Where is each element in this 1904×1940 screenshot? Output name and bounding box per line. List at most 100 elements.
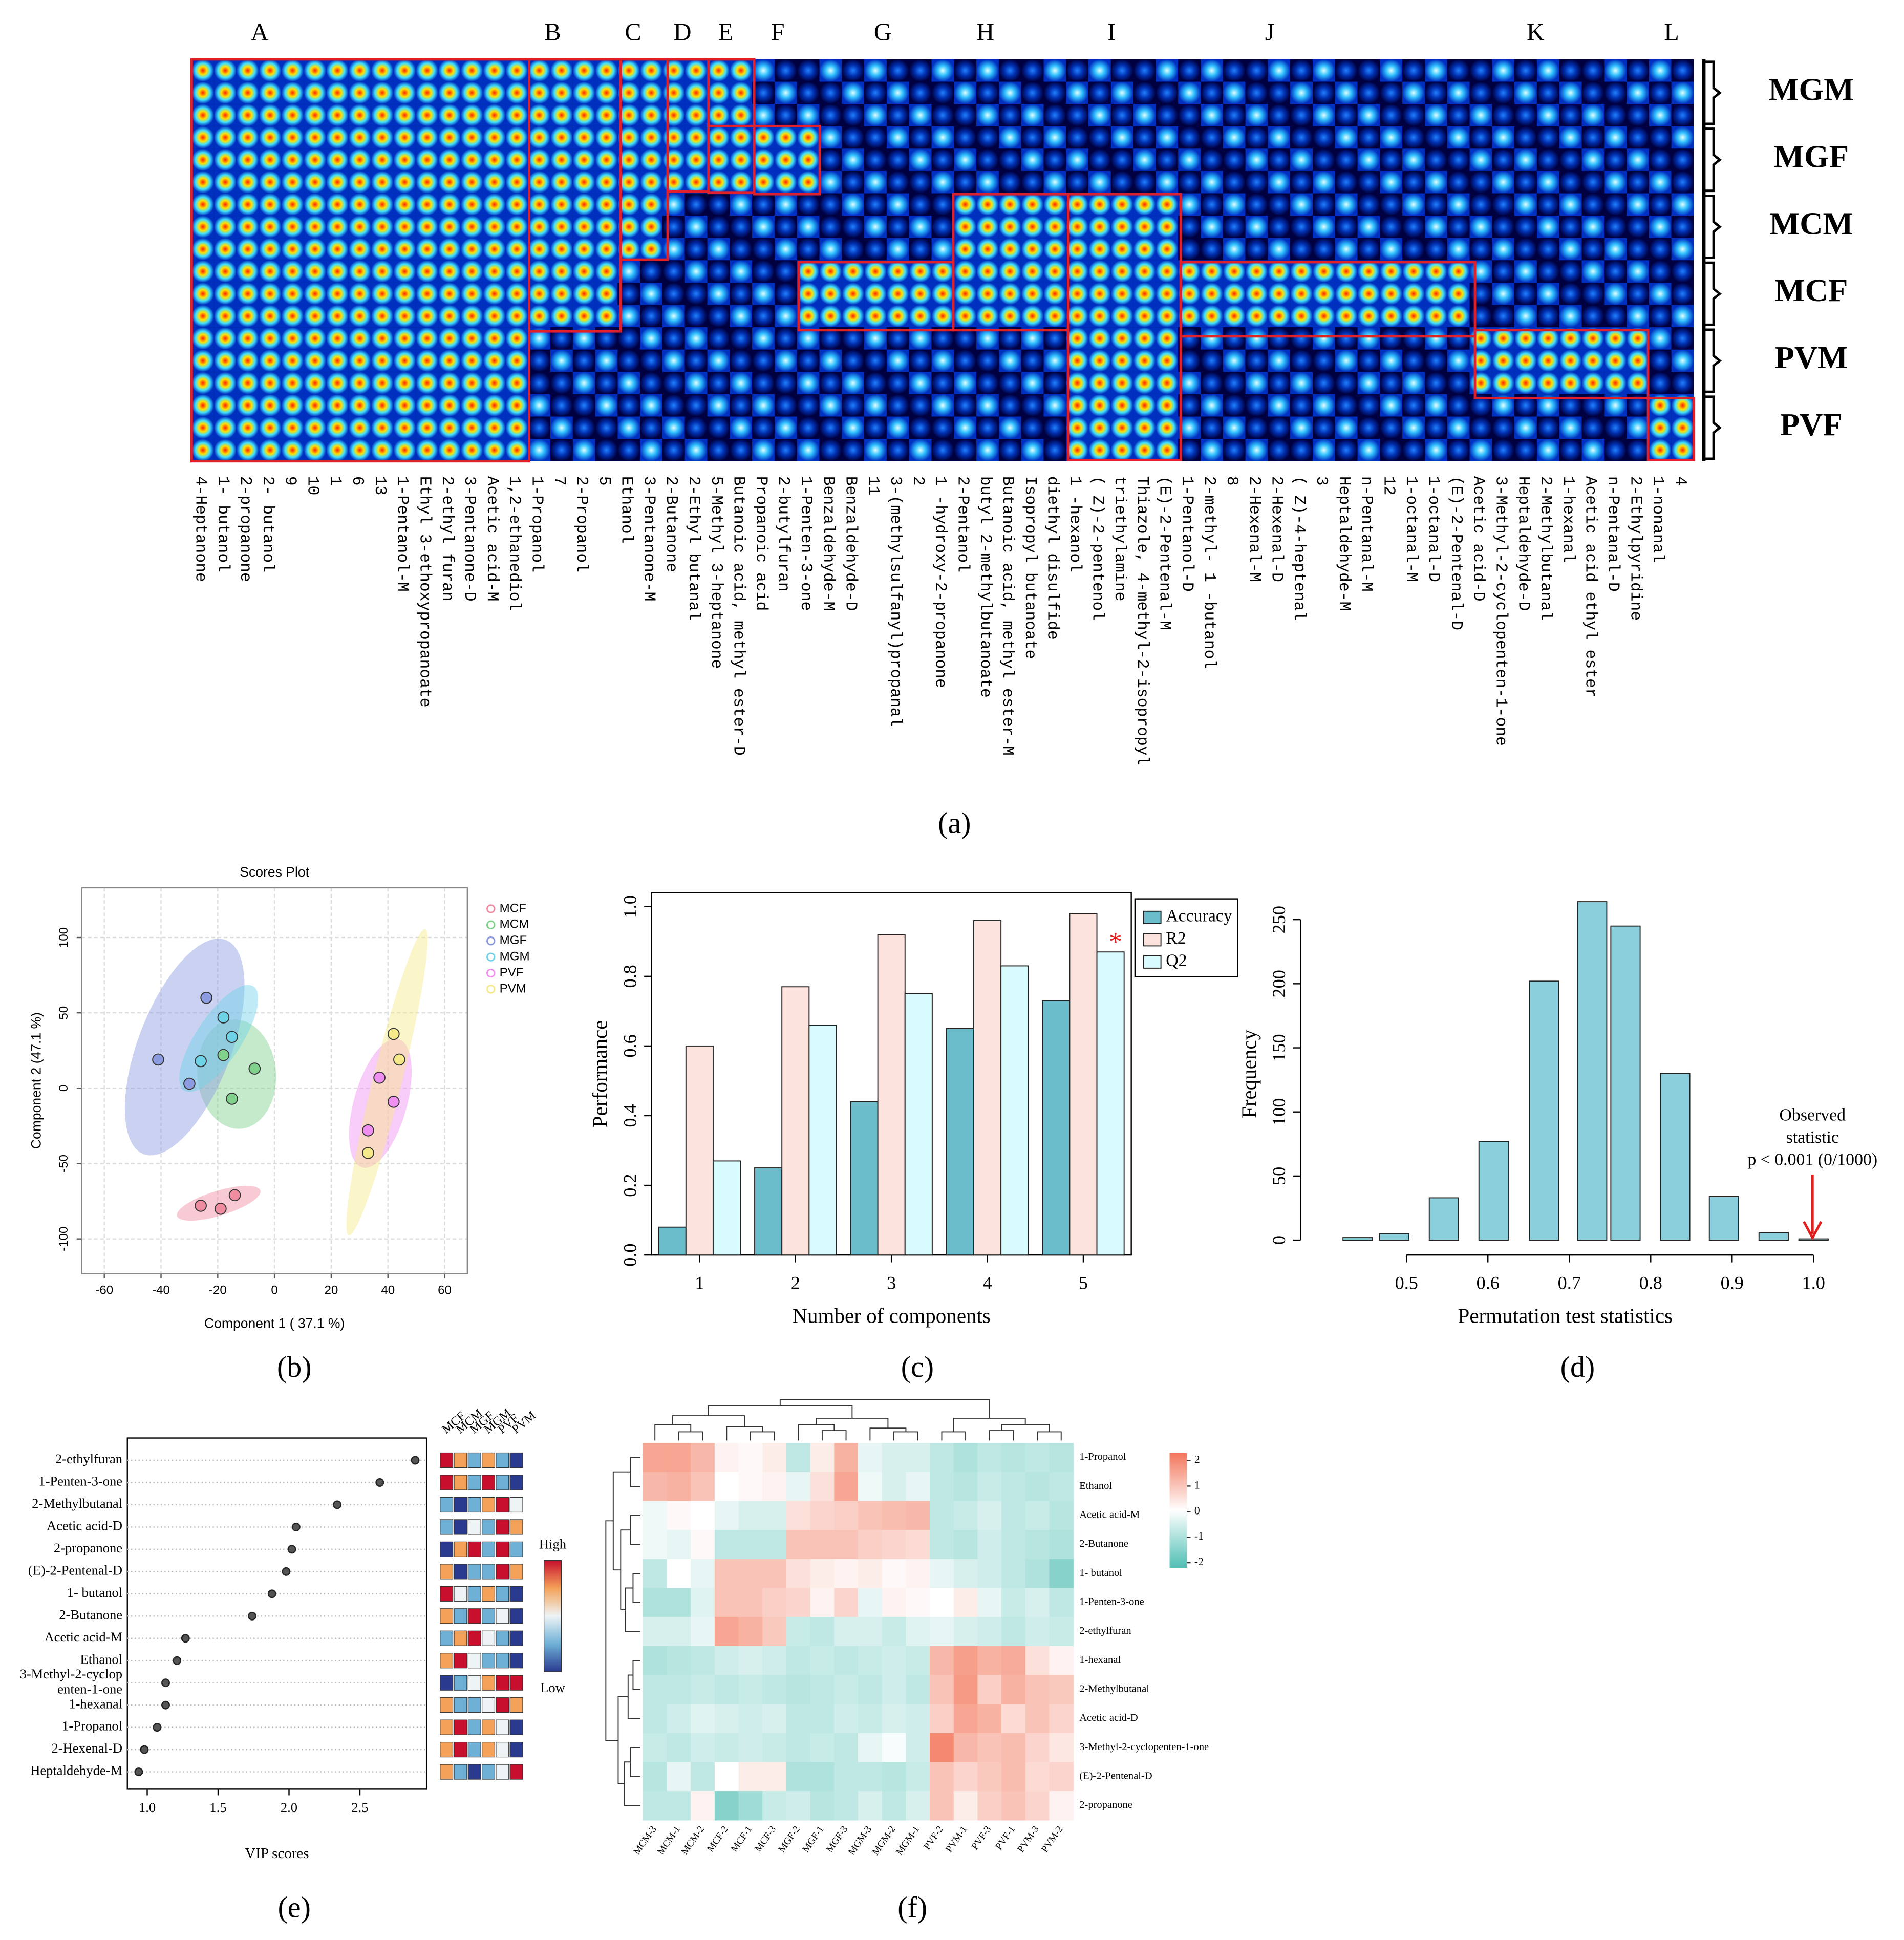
fingerprint-cell — [730, 439, 753, 461]
heat-cell — [762, 1501, 787, 1530]
group-letter: B — [544, 19, 561, 46]
fingerprint-cell — [326, 104, 349, 126]
fingerprint-cell — [259, 349, 282, 372]
fingerprint-cell — [595, 282, 618, 305]
fingerprint-cell — [348, 305, 371, 328]
fingerprint-cell — [595, 59, 618, 82]
fingerprint-cell — [304, 372, 327, 394]
fingerprint-cell — [595, 238, 618, 261]
fingerprint-cell — [438, 327, 461, 350]
fingerprint-cell — [416, 305, 439, 328]
fingerprint-cell — [1447, 372, 1470, 394]
column-label: Propanoic acid — [752, 476, 769, 611]
fingerprint-cell — [460, 59, 483, 82]
fingerprint-cell — [281, 216, 304, 238]
fingerprint-cell — [550, 260, 573, 283]
fingerprint-cell — [371, 126, 394, 149]
panel-label: (a) — [938, 806, 971, 839]
fingerprint-cell — [348, 126, 371, 149]
fingerprint-cell — [640, 305, 662, 328]
point — [217, 1011, 230, 1024]
dot — [291, 1522, 301, 1531]
x-tick-label: 0.9 — [1721, 1272, 1744, 1293]
fingerprint-cell — [797, 81, 820, 104]
fingerprint-cell — [640, 59, 662, 82]
fingerprint-cell — [1110, 170, 1133, 194]
heat-cell — [834, 1762, 859, 1792]
bracket — [1703, 60, 1722, 125]
fingerprint-cell — [214, 305, 237, 328]
fingerprint-cell — [1581, 416, 1605, 439]
fingerprint-cell — [236, 372, 259, 394]
fingerprint-cell — [1380, 216, 1403, 238]
fingerprint-cell — [640, 238, 662, 261]
fingerprint-cell — [1492, 170, 1515, 194]
heat-cell — [738, 1762, 763, 1792]
fingerprint-cell — [438, 439, 461, 461]
fingerprint-cell — [931, 193, 954, 216]
fingerprint-cell — [550, 126, 573, 149]
fingerprint-cell — [1469, 238, 1492, 261]
heat-cell — [691, 1617, 715, 1647]
fingerprint-cell — [1312, 81, 1335, 104]
fingerprint-cell — [1357, 126, 1380, 149]
heat-cell — [786, 1559, 811, 1589]
column-label: Benzaldehyde-M — [819, 476, 837, 611]
fingerprint-cell — [1492, 148, 1515, 171]
fingerprint-cell — [1492, 59, 1515, 82]
column-label: 11 — [864, 476, 882, 496]
fingerprint-cell — [1043, 104, 1066, 126]
fingerprint-cell — [1536, 349, 1559, 372]
fingerprint-cell — [259, 305, 282, 328]
heat-cell — [481, 1630, 496, 1646]
fingerprint-cell — [640, 193, 662, 216]
fingerprint-cell — [886, 104, 909, 126]
column-label: 2-Hexenal-D — [1268, 476, 1286, 582]
fingerprint-cell — [1604, 148, 1627, 171]
fingerprint-cell — [797, 238, 820, 261]
bar — [658, 1226, 687, 1256]
heat-cell — [496, 1519, 509, 1535]
fingerprint-cell — [797, 216, 820, 238]
fingerprint-cell — [304, 59, 327, 82]
group-letter: H — [976, 19, 994, 46]
fingerprint-cell — [1156, 372, 1179, 394]
heat-cell — [810, 1791, 835, 1821]
column-label: Butanoic acid, methyl ester-D — [730, 476, 747, 756]
heat-cell — [738, 1704, 763, 1734]
x-tick-label: -40 — [152, 1284, 170, 1297]
fingerprint-cell — [1402, 305, 1425, 328]
fingerprint-cell — [1536, 59, 1559, 82]
y-axis-label: Component 2 (47.1 %) — [28, 1012, 44, 1149]
fingerprint-cell — [819, 193, 842, 216]
fingerprint-cell — [281, 59, 304, 82]
fingerprint-cell — [1043, 193, 1066, 216]
fingerprint-cell — [886, 170, 909, 194]
heat-cell — [1001, 1762, 1026, 1792]
heat-cell — [738, 1472, 763, 1502]
heat-cell — [762, 1559, 787, 1589]
fingerprint-cell — [348, 193, 371, 216]
heat-cell — [467, 1586, 481, 1602]
fingerprint-cell — [595, 260, 618, 283]
fingerprint-cell — [1627, 193, 1649, 216]
fingerprint-cell — [1245, 216, 1268, 238]
fingerprint-cell — [662, 170, 685, 194]
heat-cell — [1001, 1501, 1026, 1530]
heat-cell — [786, 1472, 811, 1502]
fingerprint-cell — [684, 59, 708, 82]
fingerprint-cell — [281, 282, 304, 305]
fingerprint-cell — [393, 305, 416, 328]
fingerprint-cell — [976, 126, 999, 149]
fingerprint-cell — [393, 170, 416, 194]
fingerprint-cell — [1581, 170, 1605, 194]
heat-cell — [738, 1646, 763, 1676]
heat-cell — [953, 1733, 978, 1763]
category-label: 2-Hexenal-D — [52, 1740, 123, 1756]
fingerprint-cell — [797, 439, 820, 461]
fingerprint-cell — [191, 148, 215, 171]
heat-cell — [738, 1791, 763, 1821]
column-label: 5 — [595, 476, 613, 486]
heat-cell — [691, 1530, 715, 1560]
